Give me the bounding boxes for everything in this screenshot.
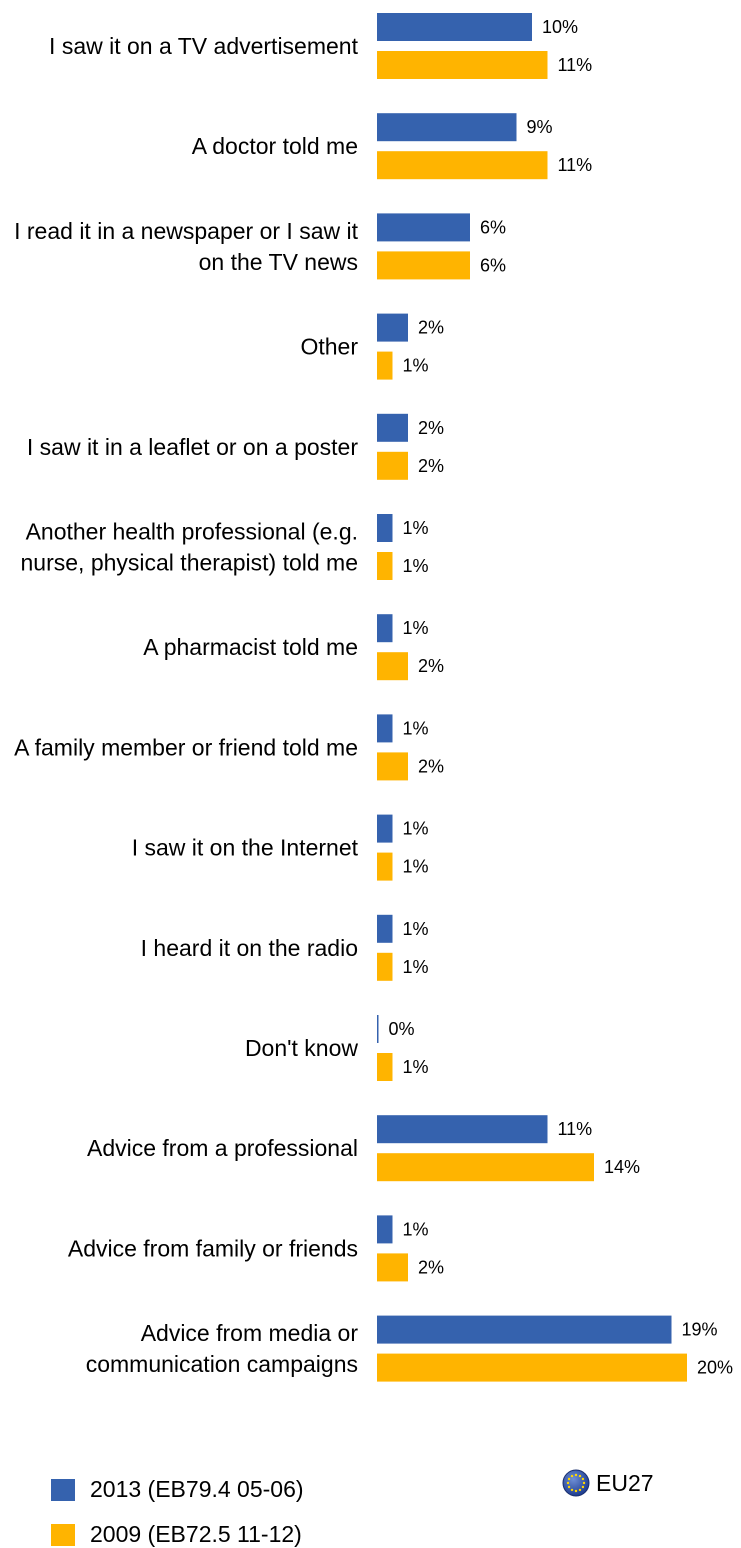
value-label-2013-9: 1% [403,919,429,939]
value-label-2013-5: 1% [403,518,429,538]
bar-2013-0 [377,13,532,41]
value-label-2013-0: 10% [542,17,578,37]
category-label-7: A family member or friend told me [14,734,358,760]
bar-2013-4 [377,413,408,442]
value-label-2013-6: 1% [403,618,429,638]
bar-2013-11 [377,1115,548,1144]
bar-2013-2 [377,213,470,242]
category-label-2-line-0: I read it in a newspaper or I saw it [14,218,358,244]
bar-2013-5 [377,514,393,542]
value-label-2009-3: 1% [403,356,429,376]
category-label-3: Other [300,334,358,360]
category-label-13-line-1: communication campaigns [86,1351,358,1377]
bar-2013-1 [377,113,517,142]
value-label-2009-11: 14% [604,1157,640,1177]
bar-2013-13 [377,1315,672,1344]
value-label-2013-12: 1% [403,1219,429,1239]
value-label-2013-4: 2% [418,418,444,438]
bar-2013-8 [377,814,393,843]
value-label-2013-2: 6% [480,217,506,237]
bar-2013-6 [377,614,393,643]
value-label-2013-11: 11% [558,1119,593,1139]
bar-2009-5 [377,552,393,580]
category-label-2-line-1: on the TV news [199,249,358,275]
value-label-2009-5: 1% [403,556,429,576]
bar-2009-12 [377,1253,408,1282]
value-label-2009-6: 2% [418,656,444,676]
value-label-2009-2: 6% [480,255,506,275]
bar-2009-2 [377,251,470,280]
bar-2009-3 [377,351,393,380]
bar-2009-0 [377,51,548,79]
category-label-10: Don't know [245,1035,358,1061]
bar-2009-11 [377,1153,594,1182]
value-label-2013-13: 19% [682,1320,718,1340]
value-label-2009-9: 1% [403,957,429,977]
bar-2013-9 [377,914,393,943]
bar-2009-1 [377,151,548,180]
bar-2009-8 [377,852,393,881]
value-label-2013-8: 1% [403,819,429,839]
bar-2009-13 [377,1353,687,1382]
value-label-2013-10: 0% [389,1019,415,1039]
value-label-2009-7: 2% [418,756,444,776]
value-label-2009-4: 2% [418,456,444,476]
value-label-2009-0: 11% [558,55,593,75]
bar-2009-7 [377,752,408,781]
bar-2009-10 [377,1053,393,1081]
category-label-6: A pharmacist told me [143,634,358,660]
value-label-2009-13: 20% [697,1358,733,1378]
bar-2009-9 [377,952,393,981]
value-label-2009-12: 2% [418,1257,444,1277]
category-label-5-line-1: nurse, physical therapist) told me [21,550,359,576]
category-label-4: I saw it in a leaflet or on a poster [27,434,358,460]
category-label-8: I saw it on the Internet [132,835,359,861]
category-label-0: I saw it on a TV advertisement [49,33,359,59]
category-label-1: A doctor told me [192,133,358,159]
bar-2013-10 [377,1015,379,1043]
bar-2013-3 [377,313,408,342]
value-label-2009-10: 1% [403,1057,429,1077]
value-label-2013-7: 1% [403,718,429,738]
bar-2009-4 [377,451,408,480]
value-label-2013-3: 2% [418,318,444,338]
bar-2013-7 [377,714,393,743]
bar-2013-12 [377,1215,393,1244]
value-label-2013-1: 9% [527,117,553,137]
category-label-9: I heard it on the radio [141,935,358,961]
value-label-2009-1: 11% [558,155,593,175]
category-label-13-line-0: Advice from media or [141,1320,359,1346]
value-label-2009-8: 1% [403,857,429,877]
category-label-12: Advice from family or friends [68,1235,358,1261]
category-label-11: Advice from a professional [87,1135,358,1161]
bar-2009-6 [377,652,408,681]
category-label-5-line-0: Another health professional (e.g. [26,519,358,545]
